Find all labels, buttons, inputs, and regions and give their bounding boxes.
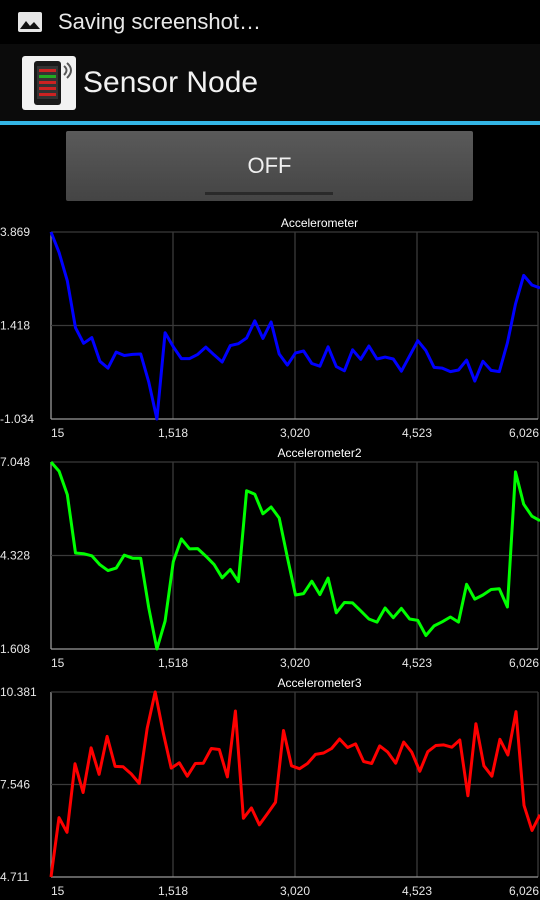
x-tick-label: 15 [51,884,65,898]
sensor-node-icon[interactable] [22,56,76,110]
accelerometer2-chart: Accelerometer2 7.048 4.328 1.608 15 1,518 3,02… [0,446,540,670]
y-tick-label: 1.418 [0,319,30,333]
app-title: Sensor Node [83,66,259,99]
action-bar [0,44,540,122]
accelerometer2-series-line [49,461,540,651]
x-tick-label: 4,523 [402,656,432,670]
y-tick-label: 4.328 [0,549,30,563]
image-icon [18,12,42,32]
x-tick-label: 1,518 [158,656,188,670]
on-off-toggle-button[interactable]: OFF [66,131,473,201]
y-tick-label: 7.546 [0,778,30,792]
y-tick-label: 3.869 [0,225,30,239]
y-tick-label: 4.711 [0,870,29,884]
x-tick-label: 1,518 [158,884,188,898]
x-tick-label: 3,020 [280,884,310,898]
accelerometer2-title: Accelerometer2 [277,446,361,460]
notification-text: Saving screenshot… [58,9,261,34]
accelerometer-chart: Accelerometer 3.869 1.418 -1.034 15 1,518 3,02… [0,216,540,440]
accelerometer-title: Accelerometer [281,216,358,230]
accelerometer3-chart: Accelerometer3 10.381 7.546 4.711 15 1,518 3,0… [0,676,540,898]
accelerometer3-series-line [49,690,540,878]
x-tick-label: 6,026 [509,656,539,670]
status-bar: Saving screenshot… [0,0,540,44]
x-tick-label: 1,518 [158,426,188,440]
x-tick-label: 3,020 [280,656,310,670]
x-tick-label: 3,020 [280,426,310,440]
x-tick-label: 6,026 [509,426,539,440]
accelerometer-series-line [49,231,540,421]
action-bar-divider [0,121,540,125]
toggle-label: OFF [247,153,292,178]
y-tick-label: -1.034 [0,412,34,426]
toggle-indicator [205,192,333,195]
x-tick-label: 15 [51,656,65,670]
y-tick-label: 10.381 [0,685,37,699]
y-tick-label: 7.048 [0,455,30,469]
x-tick-label: 4,523 [402,426,432,440]
x-tick-label: 15 [51,426,65,440]
x-tick-label: 4,523 [402,884,432,898]
accelerometer3-title: Accelerometer3 [277,676,361,690]
x-tick-label: 6,026 [509,884,539,898]
y-tick-label: 1.608 [0,642,30,656]
